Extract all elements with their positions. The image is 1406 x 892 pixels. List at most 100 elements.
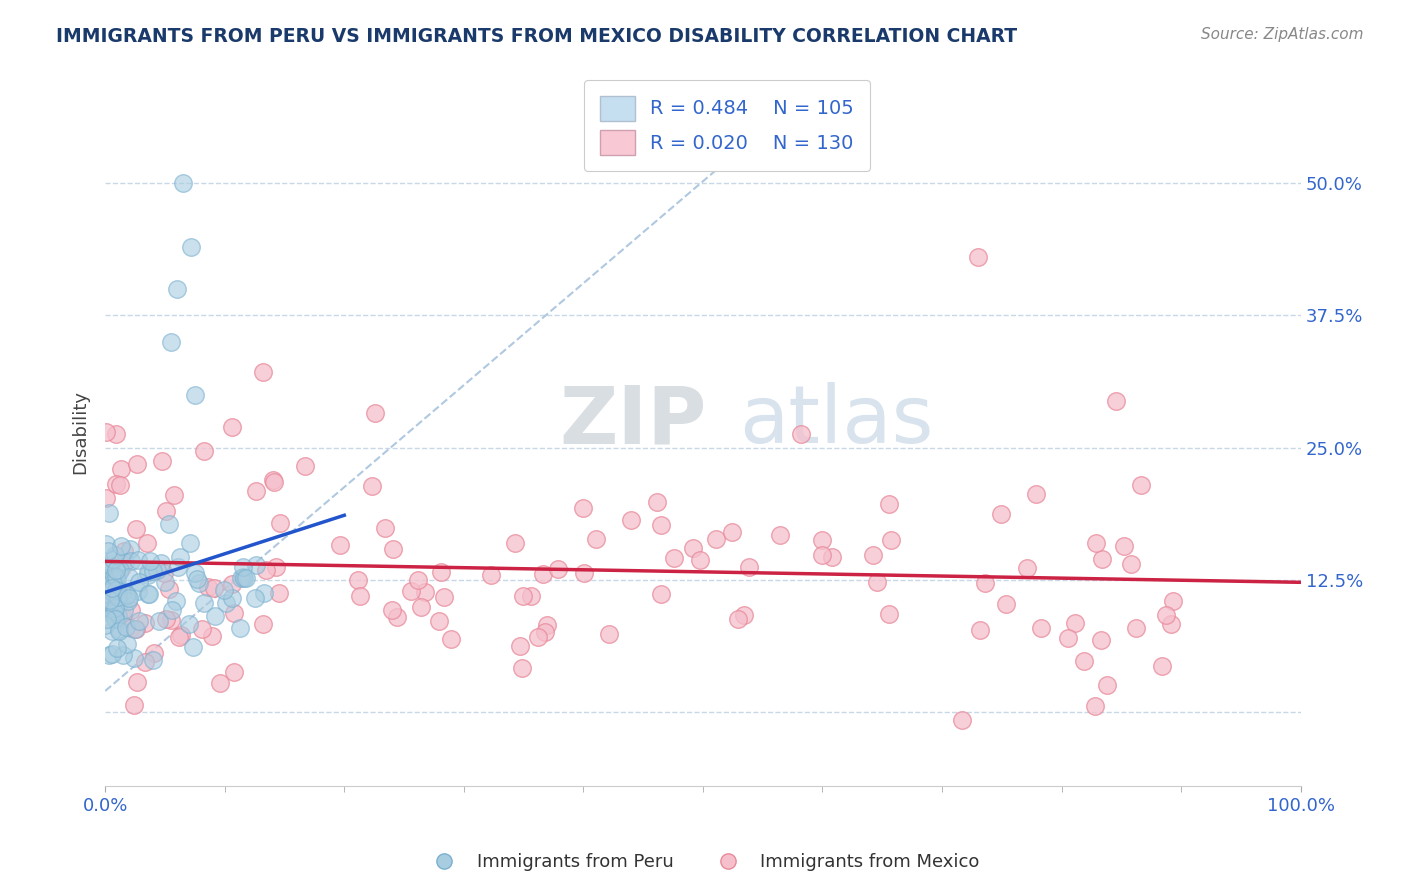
Point bbox=[100, 584, 122, 599]
Point bbox=[204, 609, 226, 624]
Point bbox=[100, 559, 122, 574]
Point bbox=[536, 618, 558, 632]
Point bbox=[385, 610, 408, 624]
Point bbox=[97, 604, 120, 618]
Point bbox=[995, 597, 1018, 611]
Point bbox=[810, 533, 832, 547]
Point bbox=[512, 589, 534, 603]
Point bbox=[1150, 658, 1173, 673]
Point bbox=[429, 566, 451, 580]
Point bbox=[574, 566, 596, 580]
Point bbox=[347, 573, 370, 587]
Point bbox=[98, 558, 121, 573]
Point bbox=[94, 618, 117, 632]
Point bbox=[232, 570, 254, 584]
Point bbox=[107, 622, 129, 636]
Point bbox=[252, 616, 274, 631]
Point bbox=[215, 596, 238, 610]
Point bbox=[221, 591, 243, 605]
Point bbox=[139, 554, 162, 568]
Point bbox=[165, 593, 187, 607]
Point bbox=[136, 587, 159, 601]
Point bbox=[689, 553, 711, 567]
Point bbox=[1156, 608, 1178, 623]
Point bbox=[157, 516, 180, 531]
Point bbox=[105, 572, 128, 586]
Point bbox=[862, 549, 884, 563]
Point bbox=[433, 591, 456, 605]
Point bbox=[1125, 621, 1147, 635]
Point bbox=[155, 504, 177, 518]
Point bbox=[101, 581, 124, 595]
Text: atlas: atlas bbox=[738, 382, 934, 460]
Point bbox=[120, 554, 142, 568]
Point bbox=[269, 516, 291, 531]
Point bbox=[1084, 535, 1107, 549]
Text: ZIP: ZIP bbox=[560, 382, 707, 460]
Point bbox=[136, 568, 159, 582]
Point bbox=[128, 614, 150, 628]
Point bbox=[153, 566, 176, 580]
Point bbox=[329, 538, 352, 552]
Point bbox=[585, 532, 607, 546]
Point bbox=[262, 473, 284, 487]
Point bbox=[571, 501, 593, 516]
Point bbox=[406, 573, 429, 587]
Point bbox=[527, 630, 550, 644]
Point bbox=[1090, 633, 1112, 648]
Point bbox=[990, 507, 1012, 521]
Point bbox=[233, 571, 256, 585]
Point bbox=[146, 563, 169, 577]
Point bbox=[105, 641, 128, 656]
Point bbox=[128, 575, 150, 590]
Point bbox=[186, 572, 208, 586]
Point bbox=[114, 555, 136, 569]
Point bbox=[682, 541, 704, 556]
Point bbox=[160, 603, 183, 617]
Point bbox=[738, 559, 761, 574]
Point bbox=[112, 544, 135, 558]
Point bbox=[254, 564, 277, 578]
Point bbox=[111, 611, 134, 625]
Point bbox=[650, 518, 672, 533]
Point bbox=[101, 552, 124, 566]
Point bbox=[114, 620, 136, 634]
Point bbox=[232, 560, 254, 574]
Point bbox=[172, 176, 194, 190]
Point bbox=[235, 571, 257, 585]
Point bbox=[125, 674, 148, 689]
Point bbox=[620, 513, 643, 527]
Point bbox=[96, 568, 118, 582]
Point bbox=[103, 603, 125, 617]
Point bbox=[112, 648, 135, 662]
Point bbox=[229, 620, 252, 634]
Point bbox=[103, 569, 125, 583]
Point bbox=[294, 458, 316, 473]
Point bbox=[136, 536, 159, 550]
Point bbox=[184, 388, 207, 402]
Point bbox=[720, 524, 742, 539]
Point bbox=[94, 592, 117, 607]
Point bbox=[127, 458, 149, 472]
Point bbox=[105, 477, 128, 491]
Point bbox=[866, 574, 889, 589]
Point bbox=[974, 576, 997, 591]
Point bbox=[160, 334, 183, 349]
Point bbox=[877, 607, 900, 622]
Point bbox=[598, 627, 620, 641]
Point bbox=[98, 577, 121, 591]
Point bbox=[243, 591, 266, 606]
Point bbox=[112, 603, 135, 617]
Point bbox=[399, 584, 422, 599]
Point bbox=[150, 557, 173, 571]
Point bbox=[193, 596, 215, 610]
Point bbox=[107, 609, 129, 624]
Point bbox=[134, 615, 156, 630]
Point bbox=[127, 553, 149, 567]
Point bbox=[224, 665, 246, 679]
Point bbox=[98, 592, 121, 607]
Point bbox=[179, 535, 201, 549]
Point bbox=[105, 591, 128, 606]
Point bbox=[221, 577, 243, 591]
Point bbox=[967, 250, 990, 264]
